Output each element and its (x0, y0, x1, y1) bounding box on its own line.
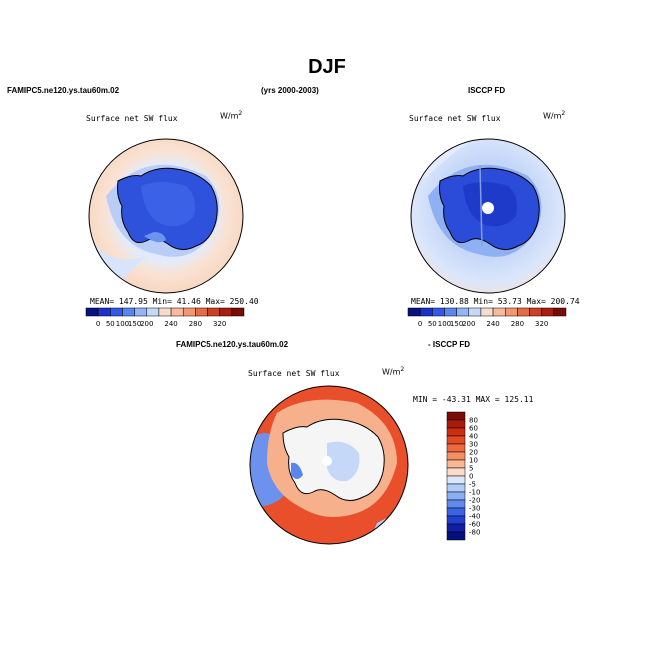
obs-colorbar-label: 320 (535, 320, 548, 328)
model-colorbar-swatch (134, 307, 148, 317)
obs-stats: MEAN= 130.88 Min= 53.73 Max= 200.74 (411, 297, 580, 306)
obs-colorbar-swatch (468, 307, 482, 317)
diff-colorbar-swatch (446, 515, 466, 525)
obs-colorbar-swatch (504, 307, 518, 317)
figure-title: DJF (308, 56, 346, 78)
model-colorbar-label: 320 (213, 320, 226, 328)
model-case-header: FAMIPC5.ne120.ys.tau60m.02 (7, 86, 120, 95)
diff-colorbar-swatch (446, 459, 466, 469)
diff-colorbar-swatch (446, 451, 466, 461)
diff-colorbar-swatch (446, 435, 466, 445)
obs-colorbar-swatch (444, 307, 457, 317)
diff-colorbar-swatch (446, 475, 466, 485)
diff-pole-hole (322, 456, 332, 466)
obs-colorbar-label: 200 (462, 320, 475, 328)
diff-colorbar-label: -20 (469, 497, 480, 505)
obs-polar-map (410, 138, 566, 294)
diff-colorbar-swatch (446, 419, 466, 429)
model-panel-subtitle: Surface net SW flux (86, 114, 178, 123)
model-colorbar-swatch (219, 307, 233, 317)
obs-panel-units: W/m2 (543, 110, 566, 121)
model-colorbar-label: 280 (189, 320, 202, 328)
diff-colorbar-label: 30 (469, 441, 478, 449)
model-colorbar-label: 0 (96, 320, 100, 328)
obs-colorbar-swatch (517, 307, 530, 317)
diff-colorbar-label: -40 (469, 513, 480, 521)
obs-colorbar-label: 150 (450, 320, 463, 328)
obs-colorbar-label: 0 (418, 320, 422, 328)
diff-colorbar-swatch (446, 507, 466, 517)
obs-colorbar-swatch (419, 307, 433, 317)
model-colorbar-label: 100 (116, 320, 129, 328)
obs-panel-subtitle: Surface net SW flux (409, 114, 501, 123)
diff-colorbar-label: -60 (469, 521, 480, 529)
obs-colorbar-swatch (456, 307, 470, 317)
obs-colorbar-label: 50 (428, 320, 437, 328)
model-colorbar-label: 150 (128, 320, 141, 328)
diff-colorbar-label: 60 (469, 425, 478, 433)
obs-colorbar-swatch (407, 307, 421, 317)
obs-pole-hole (482, 202, 494, 214)
diff-colorbar-swatch (446, 523, 466, 533)
diff-model-header: FAMIPC5.ne120.ys.tau60m.02 (176, 340, 289, 349)
obs-colorbar-label: 100 (438, 320, 451, 328)
diff-polar-map (249, 385, 409, 545)
diff-colorbar-swatch (446, 499, 466, 509)
diff-obs-header: - ISCCP FD (428, 340, 471, 349)
obs-colorbar-swatch (541, 307, 555, 317)
obs-colorbar-swatch (432, 307, 445, 317)
obs-colorbar-swatch (492, 307, 506, 317)
model-colorbar-label: 50 (106, 320, 115, 328)
diff-colorbar-label: 20 (469, 449, 478, 457)
model-colorbar-swatch (146, 307, 160, 317)
years-header: (yrs 2000-2003) (261, 86, 319, 95)
model-stats: MEAN= 147.95 Min= 41.46 Max= 250.40 (90, 297, 259, 306)
diff-colorbar-label: 80 (469, 417, 478, 425)
model-colorbar-label: 240 (164, 320, 177, 328)
model-colorbar-swatch (158, 307, 172, 317)
diff-colorbar-label: -80 (469, 529, 480, 537)
model-colorbar-swatch (122, 307, 135, 317)
diff-colorbar-label: 40 (469, 433, 478, 441)
model-colorbar-swatch (97, 307, 111, 317)
diff-panel-units: W/m2 (382, 366, 405, 377)
diff-colorbar-label: 0 (469, 473, 473, 481)
diff-colorbar-label: -30 (469, 505, 480, 513)
model-colorbar-swatch (207, 307, 220, 317)
model-panel-units: W/m2 (220, 110, 243, 121)
model-colorbar-swatch (110, 307, 123, 317)
obs-colorbar-swatch (529, 307, 542, 317)
diff-panel-subtitle: Surface net SW flux (248, 369, 340, 378)
model-colorbar-swatch (195, 307, 208, 317)
model-colorbar-swatch (231, 307, 245, 317)
diff-colorbar-label: -5 (469, 481, 476, 489)
model-polar-map (88, 138, 244, 294)
diff-colorbar-swatch (446, 411, 466, 421)
diff-colorbar-label: 10 (469, 457, 478, 465)
diff-colorbar-swatch (446, 483, 466, 493)
obs-colorbar-swatch (480, 307, 494, 317)
obs-colorbar-label: 280 (511, 320, 524, 328)
diff-stats: MIN = -43.31 MAX = 125.11 (413, 395, 534, 404)
obs-colorbar-swatch (553, 307, 567, 317)
model-colorbar-swatch (170, 307, 184, 317)
diff-colorbar-label: -10 (469, 489, 480, 497)
diff-colorbar-swatch (446, 427, 466, 437)
diff-colorbar-swatch (446, 443, 466, 453)
obs-header: ISCCP FD (468, 86, 506, 95)
diff-colorbar-swatch (446, 467, 466, 477)
diff-colorbar-swatch (446, 531, 466, 541)
obs-colorbar-label: 240 (486, 320, 499, 328)
diff-colorbar-swatch (446, 491, 466, 501)
model-colorbar-swatch (85, 307, 99, 317)
model-colorbar-swatch (182, 307, 196, 317)
diff-colorbar-label: 5 (469, 465, 473, 473)
model-colorbar-label: 200 (140, 320, 153, 328)
